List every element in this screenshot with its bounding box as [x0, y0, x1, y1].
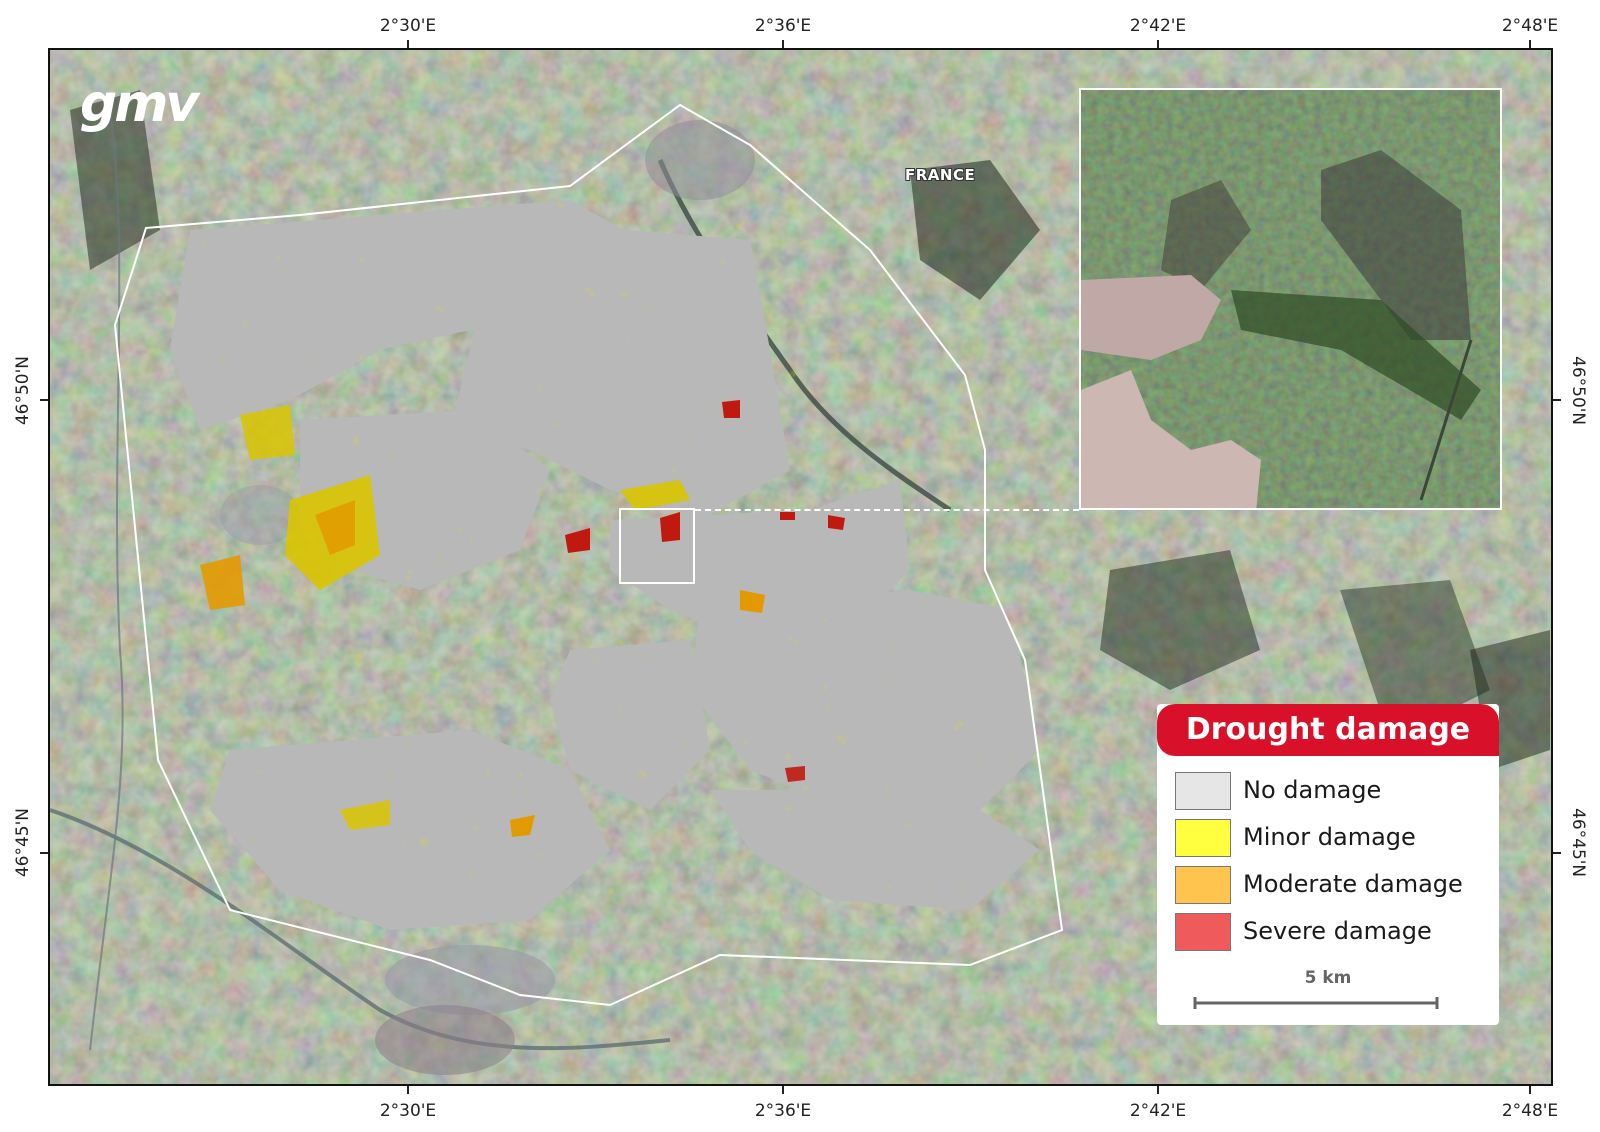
tick-mark	[1157, 1086, 1159, 1094]
legend-label-minor-damage: Minor damage	[1243, 823, 1416, 851]
gmv-logo: gmv	[80, 74, 199, 134]
right-latitude-label-2: 46°45'N	[1568, 808, 1588, 878]
tick-mark	[407, 40, 409, 48]
top-longitude-label-4: 2°48'E	[1501, 16, 1559, 36]
legend-label-severe-damage: Severe damage	[1243, 917, 1432, 945]
inset-satellite-image	[1081, 90, 1500, 508]
tick-mark	[40, 399, 48, 401]
country-label: FRANCE	[905, 166, 976, 184]
scale-bar-label: 5 km	[1304, 968, 1352, 988]
bottom-longitude-label-3: 2°42'E	[1129, 1101, 1187, 1121]
legend-swatch-severe-damage	[1175, 913, 1231, 951]
tick-mark	[1157, 40, 1159, 48]
tick-mark	[1553, 399, 1561, 401]
top-longitude-label-2: 2°36'E	[754, 16, 812, 36]
legend-item-minor-damage: Minor damage	[1175, 819, 1495, 859]
legend-label-moderate-damage: Moderate damage	[1243, 870, 1463, 898]
legend-item-moderate-damage: Moderate damage	[1175, 866, 1495, 906]
legend-swatch-moderate-damage	[1175, 866, 1231, 904]
legend-item-no-damage: No damage	[1175, 772, 1495, 812]
legend-swatch-no-damage	[1175, 772, 1231, 810]
bottom-longitude-label-4: 2°48'E	[1501, 1101, 1559, 1121]
right-latitude-label-1: 46°50'N	[1568, 356, 1588, 426]
tick-mark	[407, 1086, 409, 1094]
tick-mark	[782, 1086, 784, 1094]
top-longitude-label-1: 2°30'E	[379, 16, 437, 36]
inset-locator-box	[619, 508, 695, 584]
tick-mark	[40, 852, 48, 854]
top-longitude-label-3: 2°42'E	[1129, 16, 1187, 36]
tick-mark	[1553, 852, 1561, 854]
bottom-longitude-label-1: 2°30'E	[379, 1101, 437, 1121]
legend-swatch-minor-damage	[1175, 819, 1231, 857]
inset-connector-line	[695, 509, 1079, 511]
tick-mark	[1529, 1086, 1531, 1094]
inset-zoom-image	[1079, 88, 1502, 510]
legend-panel: Drought damage No damage Minor damage Mo…	[1157, 704, 1499, 1025]
tick-mark	[1529, 40, 1531, 48]
bottom-longitude-label-2: 2°36'E	[754, 1101, 812, 1121]
tick-mark	[782, 40, 784, 48]
legend-title: Drought damage	[1157, 704, 1499, 756]
left-latitude-label-1: 46°50'N	[13, 356, 33, 426]
left-latitude-label-2: 46°45'N	[13, 808, 33, 878]
legend-item-severe-damage: Severe damage	[1175, 913, 1495, 953]
scale-bar	[1193, 997, 1439, 1009]
legend-label-no-damage: No damage	[1243, 776, 1382, 804]
